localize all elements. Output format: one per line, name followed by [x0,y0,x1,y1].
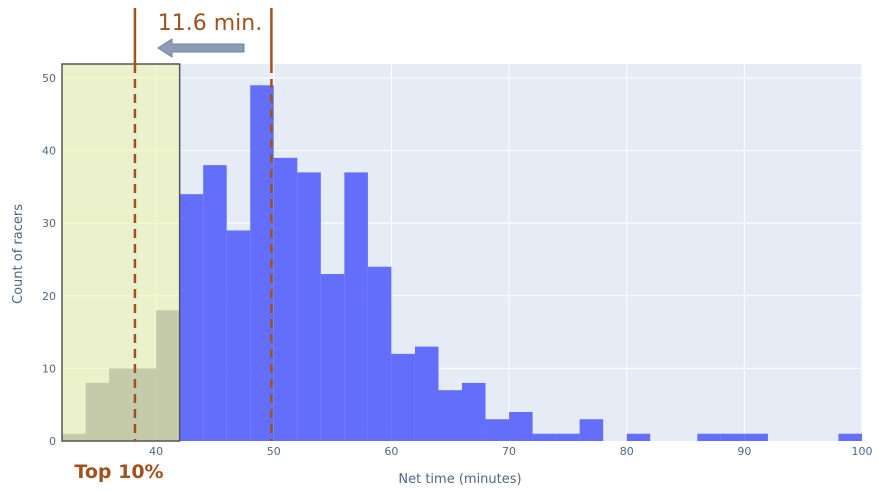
histogram-bar [697,433,721,441]
histogram-bar [297,172,321,441]
difference-arrow [157,38,245,58]
top-10-percent-region [61,63,181,442]
histogram-bar [344,172,368,441]
x-tick-label: 40 [149,445,163,458]
y-tick-label: 30 [42,217,56,230]
histogram-bar [391,353,415,441]
y-tick-label: 40 [42,145,56,158]
y-tick-label: 10 [42,362,56,375]
x-axis-title: Net time (minutes) [398,472,521,487]
y-tick-label: 0 [49,435,56,448]
difference-label: 11.6 min. [158,11,262,36]
histogram-bar [462,382,486,441]
x-tick-label: 70 [502,445,516,458]
histogram-bar [509,411,533,441]
histogram-bar [250,85,274,441]
histogram-bar [320,274,345,441]
histogram-bar [203,165,227,441]
x-tick-label: 100 [852,445,873,458]
histogram-bar [414,346,439,441]
tick-labels: 40 50 60 70 80 90 100 0 10 20 30 40 50 [42,72,873,458]
histogram-bar [579,419,604,441]
x-tick-label: 50 [267,445,281,458]
histogram-bar [485,419,510,441]
reference-lines [133,8,273,441]
histogram-bar [532,433,557,441]
histogram-bar [626,433,651,441]
histogram-bar [838,433,862,441]
y-tick-label: 20 [42,290,56,303]
annotations: 11.6 min. Top 10% [74,11,262,483]
histogram-bar [720,433,745,441]
histogram-bar [273,157,298,442]
histogram-bar [226,230,251,441]
top-10-percent-label: Top 10% [74,461,163,483]
x-tick-label: 90 [737,445,751,458]
histogram-bar [438,390,462,441]
y-axis-title: Count of racers [11,204,26,304]
top-10-percent-box [61,63,181,442]
histogram-bar [556,433,580,441]
x-tick-label: 60 [384,445,398,458]
histogram-bar [744,433,768,441]
x-tick-label: 80 [620,445,634,458]
y-tick-label: 50 [42,72,56,85]
histogram-bar [179,194,204,441]
histogram-bar [367,266,392,441]
